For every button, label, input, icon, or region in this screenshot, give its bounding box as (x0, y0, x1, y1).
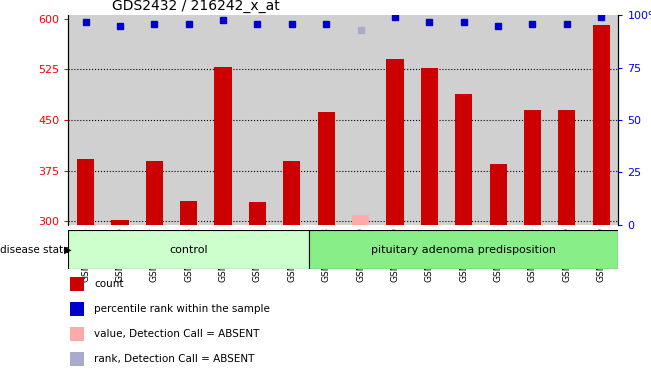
Bar (481, 15, 516, 225)
Bar (249, 202, 266, 225)
Bar (421, 68, 438, 225)
Bar (111, 220, 128, 225)
Text: value, Detection Call = ABSENT: value, Detection Call = ABSENT (94, 329, 260, 339)
Bar (447, 15, 481, 225)
Bar (559, 110, 575, 225)
Bar (240, 15, 275, 225)
Bar (352, 215, 369, 225)
Bar (387, 59, 404, 225)
Bar (524, 110, 541, 225)
Bar (455, 94, 473, 225)
Bar (309, 230, 618, 269)
Bar (549, 15, 584, 225)
Text: count: count (94, 279, 124, 289)
Bar (490, 164, 506, 225)
Bar (206, 15, 240, 225)
Text: pituitary adenoma predisposition: pituitary adenoma predisposition (371, 245, 556, 255)
Text: control: control (169, 245, 208, 255)
Bar (146, 161, 163, 225)
Bar (68, 230, 309, 269)
Bar (68, 15, 103, 225)
Bar (214, 67, 232, 225)
Bar (171, 15, 206, 225)
Bar (378, 15, 412, 225)
Bar (180, 201, 197, 225)
Bar (103, 15, 137, 225)
Bar (283, 161, 300, 225)
Bar (275, 15, 309, 225)
Bar (516, 15, 549, 225)
Bar (137, 15, 171, 225)
Bar (584, 15, 618, 225)
Bar (412, 15, 447, 225)
Text: rank, Detection Call = ABSENT: rank, Detection Call = ABSENT (94, 354, 255, 364)
Bar (344, 15, 378, 225)
Bar (318, 112, 335, 225)
Text: GDS2432 / 216242_x_at: GDS2432 / 216242_x_at (113, 0, 280, 13)
Text: disease state: disease state (0, 245, 70, 255)
Bar (77, 159, 94, 225)
Text: percentile rank within the sample: percentile rank within the sample (94, 304, 270, 314)
Bar (309, 15, 344, 225)
Text: ▶: ▶ (64, 245, 72, 255)
Bar (592, 25, 610, 225)
